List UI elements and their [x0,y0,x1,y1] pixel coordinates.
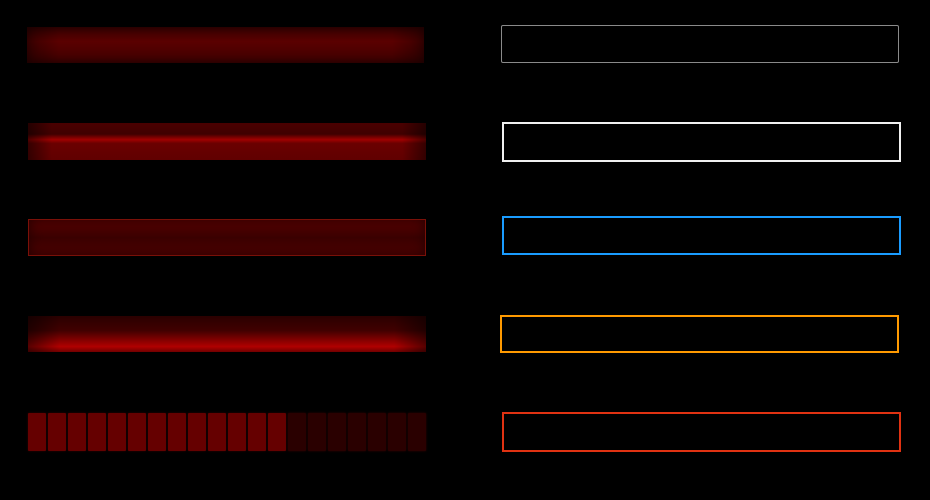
progress-bar-segmented [28,413,426,451]
input-box-white[interactable] [502,122,901,162]
progress-bar-flat [27,27,424,63]
segment-lit [188,413,206,451]
input-box-gray[interactable] [501,25,899,63]
segment-lit [28,413,46,451]
segment-lit [148,413,166,451]
progress-bar-glossy [28,123,426,160]
segment-unlit [388,413,406,451]
segment-unlit [308,413,326,451]
segment-lit [108,413,126,451]
segment-lit [268,413,286,451]
segment-lit [128,413,146,451]
segment-unlit [408,413,426,451]
segment-lit [228,413,246,451]
segment-lit [208,413,226,451]
progress-bar-glow [28,316,426,352]
input-box-blue[interactable] [502,216,901,255]
segment-lit [88,413,106,451]
input-box-red[interactable] [502,412,901,452]
segment-lit [48,413,66,451]
segment-unlit [288,413,306,451]
progress-bar-bordered [28,219,426,256]
segment-lit [68,413,86,451]
segment-lit [248,413,266,451]
input-box-orange[interactable] [500,315,899,353]
segment-unlit [328,413,346,451]
segment-unlit [348,413,366,451]
segment-unlit [368,413,386,451]
segment-lit [168,413,186,451]
